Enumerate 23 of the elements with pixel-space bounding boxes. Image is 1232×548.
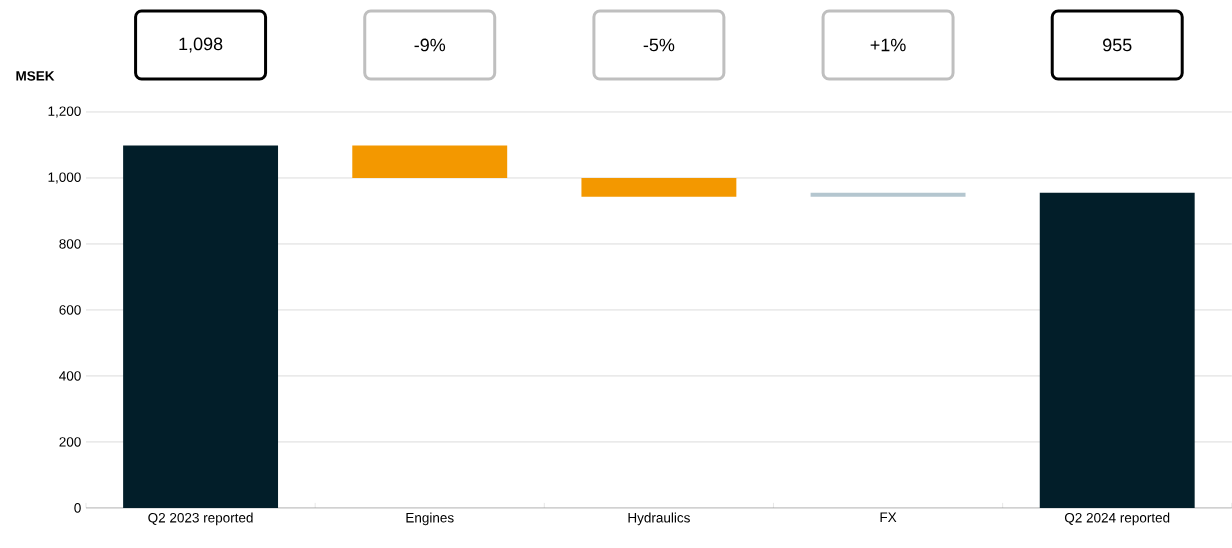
y-tick-label: 1,200	[48, 106, 81, 118]
x-tick-label: Q2 2023 reported	[148, 512, 253, 526]
bar	[581, 178, 737, 197]
y-tick-label: 800	[59, 239, 81, 249]
x-tick-label: Engines	[406, 512, 454, 526]
y-axis-title: MSEK	[16, 71, 55, 81]
y-tick-label: 600	[59, 305, 81, 315]
y-tick-label: 1,000	[48, 172, 81, 184]
x-tick-label: FX	[880, 512, 897, 522]
text: 1,098	[179, 37, 223, 53]
bar	[352, 145, 508, 178]
y-tick-label: 200	[59, 437, 81, 447]
bar	[810, 192, 966, 197]
text: -9%	[414, 38, 446, 52]
y-tick-label: 400	[59, 371, 81, 381]
text: +1%	[870, 38, 906, 52]
bar	[1039, 192, 1195, 508]
text: 955	[1103, 38, 1132, 52]
text: -5%	[643, 38, 675, 52]
y-tick-label: 0	[74, 503, 81, 513]
x-tick-label: Q2 2024 reported	[1064, 512, 1170, 526]
bar	[123, 145, 279, 508]
x-tick-label: Hydraulics	[628, 512, 690, 526]
